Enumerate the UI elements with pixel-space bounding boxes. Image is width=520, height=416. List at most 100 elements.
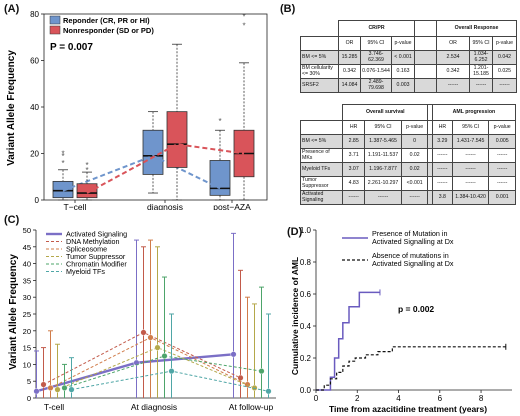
- table1-subheader: p-value: [492, 36, 518, 51]
- table2-group-header-aml: AML progression: [431, 104, 517, 121]
- series-line: [57, 347, 255, 391]
- table2-subheader: p-value: [400, 120, 429, 135]
- panel-label-a: (A): [4, 3, 20, 15]
- y-tick-label: 40: [30, 103, 39, 112]
- y-tick-label: 0: [27, 394, 31, 403]
- data-point: [230, 351, 237, 358]
- panel-label-d: (D): [287, 226, 303, 238]
- legend-label-absence: Absence of mutations in Activated Signall…: [372, 251, 454, 268]
- panel-a-pvalue: P = 0.007: [50, 42, 93, 53]
- y-tick-label: 60: [30, 57, 39, 66]
- y-tick-label: 0.0: [300, 386, 312, 395]
- x-tick-label: diagnosis: [147, 202, 183, 210]
- table-row: BM <= 5% 15.285 3.746-62.369 < 0.001 2.5…: [300, 50, 518, 65]
- panel-a-legend: Reponder (CR, PR or HI) Nonresponder (SD…: [49, 15, 154, 35]
- y-tick-label: 80: [30, 10, 39, 19]
- series-line: [64, 355, 262, 389]
- panel-d-xlabel: Time from azacitidine treatment (years): [329, 404, 487, 414]
- panel-d-ylabel: Cumulative incidence of AML: [290, 257, 300, 375]
- y-tick-label: 15: [23, 344, 31, 353]
- table2-subheader: p-value: [488, 120, 516, 135]
- y-tick-label: 20: [23, 327, 31, 336]
- table-row: Tumor Suppressor 4.83 2.261-10.297 <0.00…: [299, 176, 516, 191]
- box-outlier: *: [61, 152, 64, 161]
- median-trend-line: [62, 154, 221, 192]
- y-tick-label: 0.6: [300, 290, 312, 299]
- table-row: SRSF2 14.084 2.489-79.698 0.003 ------ -…: [300, 78, 518, 93]
- y-tick-label: 45: [23, 243, 31, 252]
- box: [142, 129, 164, 175]
- table2-row-label: Presence of MKs: [299, 148, 344, 163]
- data-point: [161, 352, 168, 359]
- panel-d-pvalue: p = 0.002: [398, 304, 434, 314]
- y-tick-label: 5: [27, 377, 31, 386]
- box: [166, 111, 188, 168]
- data-point: [258, 368, 265, 375]
- panel-label-c: (C): [4, 214, 20, 226]
- panel-b-table-survival: Overall survival AML progression HR 95% …: [299, 104, 517, 205]
- x-tick-label: At diagnosis: [131, 402, 177, 412]
- panel-d-cumulative-incidence: Cumulative incidence of AML Time from az…: [290, 226, 512, 414]
- data-point: [68, 386, 75, 393]
- y-tick-label: 10: [23, 360, 31, 369]
- table1-subheader: 95% CI: [360, 36, 392, 51]
- legend-label: Activated Signaling: [66, 230, 127, 239]
- box: [76, 183, 98, 199]
- table-row: Presence of MKs 3.71 1.191-11.537 0.02 -…: [299, 148, 516, 163]
- y-tick-label: 1.0: [300, 226, 312, 235]
- median-trend-line: [86, 143, 245, 194]
- table2-subheader: HR: [431, 120, 453, 135]
- table2-row-label: BM <= 5%: [299, 134, 344, 149]
- x-tick-label: T-cell: [44, 402, 64, 412]
- incidence-curve: [316, 346, 506, 391]
- box-outlier: *: [242, 22, 245, 31]
- y-tick-label: 20: [30, 150, 39, 159]
- table2-subheader: HR: [342, 120, 366, 135]
- legend-label: DNA Methylation: [66, 237, 120, 246]
- table1-row-label: BM <= 5%: [300, 50, 339, 65]
- data-point: [61, 384, 68, 391]
- legend-swatch-nonresponder: [49, 25, 61, 35]
- table1-subheader: p-value: [390, 36, 416, 51]
- panel-a-ylabel: Variant Allele Frequency: [6, 50, 17, 166]
- data-point: [54, 386, 61, 393]
- table2-subheader: 95% CI: [364, 120, 402, 135]
- data-point: [237, 374, 244, 381]
- legend-label-nonresponder: Nonresponder (SD or PD): [63, 26, 154, 35]
- box-outlier: *: [85, 161, 88, 170]
- table-row: BM <= 5% 2.85 1.387-5.465 0 3.29 1.431-7…: [299, 134, 516, 149]
- box: [209, 160, 231, 196]
- y-tick-label: 0.8: [300, 258, 312, 267]
- x-tick-label: 0: [314, 394, 319, 403]
- panel-d-legend: Presence of Mutation in Activated Signall…: [342, 229, 454, 268]
- table-row: BM cellularity <= 30% 0.342 0.076-1.544 …: [300, 64, 518, 79]
- y-tick-label: 25: [23, 310, 31, 319]
- x-tick-label: post−AZA: [213, 202, 251, 210]
- box-outlier: *: [61, 159, 64, 168]
- table2-subheader: 95% CI: [451, 120, 490, 135]
- data-point: [33, 388, 40, 395]
- data-point: [265, 388, 272, 395]
- table1-subheader: OR: [436, 36, 471, 51]
- box-outlier: *: [85, 166, 88, 175]
- table1-subheader: 95% CI: [469, 36, 494, 51]
- x-tick-label: 4: [396, 394, 401, 403]
- y-tick-label: 0.4: [300, 322, 312, 331]
- incidence-curve: [316, 291, 380, 391]
- data-point: [154, 344, 161, 351]
- table1-group-header-overall: Overall Response: [436, 20, 518, 37]
- table-row: Activated Signaling ------ ------ ------…: [299, 190, 516, 205]
- data-point: [147, 334, 154, 341]
- data-point: [40, 381, 47, 388]
- box-outlier: *: [218, 117, 221, 126]
- legend-label: Tumor Suppressor: [66, 252, 126, 261]
- y-tick-label: 35: [23, 276, 31, 285]
- table-row: Myeloid TFs 3.07 1.196-7.877 0.02 ------…: [299, 162, 516, 177]
- box: [52, 180, 74, 199]
- table2-row-label: Tumor Suppressor: [299, 176, 344, 191]
- y-tick-label: 0.2: [300, 354, 312, 363]
- y-tick-label: 0: [35, 196, 40, 205]
- table2-group-header-os: Overall survival: [342, 104, 429, 121]
- panel-b-table-response: CR/PR Overall Response OR 95% CI p-value…: [300, 20, 518, 93]
